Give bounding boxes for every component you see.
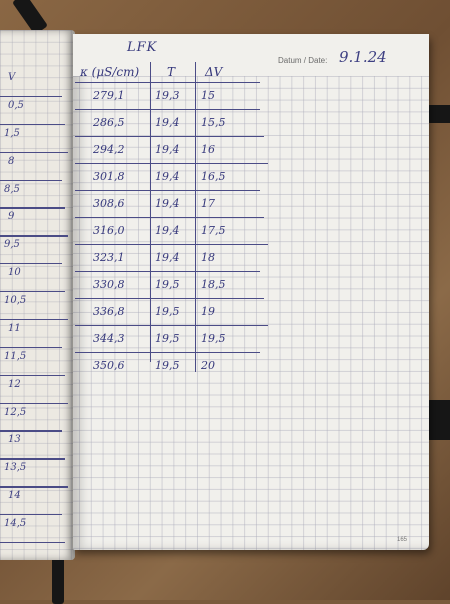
column-header-kappa: κ (μS/cm) <box>80 65 140 79</box>
column-divider-1 <box>150 62 152 362</box>
kappa-cell: 350,6 <box>93 359 125 372</box>
left-page-rule <box>0 486 68 488</box>
row-divider <box>75 298 264 300</box>
column-header-delta-v: ΔV <box>205 65 223 79</box>
column-header-temperature: T <box>167 65 176 79</box>
left-page-value: V <box>8 72 16 83</box>
left-page-rule <box>0 430 62 432</box>
row-divider <box>75 136 264 138</box>
delta-v-cell: 15 <box>201 89 215 102</box>
left-page-rule <box>0 263 62 265</box>
left-page-rule <box>0 318 68 321</box>
right-page: Datum / Date: 9.1.24 LFK κ (μS/cm) T ΔV … <box>73 34 429 550</box>
delta-v-cell: 18,5 <box>201 278 226 291</box>
kappa-cell: 344,3 <box>93 332 125 345</box>
left-page-value: 13,5 <box>4 462 27 474</box>
temperature-cell: 19,5 <box>155 278 180 291</box>
left-page-value: 9,5 <box>4 239 20 251</box>
header-underline <box>75 82 260 84</box>
elastic-band-top <box>428 105 450 123</box>
page-header: Datum / Date: 9.1.24 <box>73 34 429 76</box>
delta-v-cell: 17 <box>201 197 215 210</box>
temperature-cell: 19,5 <box>155 359 180 372</box>
temperature-cell: 19,4 <box>155 170 180 183</box>
kappa-cell: 330,8 <box>93 278 125 291</box>
temperature-cell: 19,5 <box>155 305 180 318</box>
left-page-rule <box>0 346 62 349</box>
left-page-rule <box>0 151 68 153</box>
delta-v-cell: 19 <box>201 305 215 318</box>
kappa-cell: 294,2 <box>93 143 125 156</box>
row-divider <box>75 244 268 246</box>
date-value: 9.1.24 <box>339 48 387 66</box>
sheet-title: LFK <box>127 40 158 55</box>
date-label: Datum / Date: <box>278 56 328 65</box>
left-page-rule <box>0 179 62 181</box>
row-divider <box>75 190 260 192</box>
left-page-rule <box>0 291 65 293</box>
left-page-value: 10 <box>8 267 21 279</box>
left-page-value: 8,5 <box>4 183 20 195</box>
row-divider <box>75 325 268 327</box>
left-page-value: 12 <box>8 378 21 390</box>
left-page-rule <box>0 235 68 237</box>
delta-v-cell: 18 <box>201 251 215 264</box>
temperature-cell: 19,4 <box>155 251 180 264</box>
kappa-cell: 308,6 <box>93 197 125 210</box>
temperature-cell: 19,4 <box>155 197 180 210</box>
page-number: 165 <box>396 537 407 543</box>
left-page-value: 9 <box>8 211 15 223</box>
left-page-value: 11 <box>8 322 21 334</box>
kappa-cell: 279,1 <box>93 89 125 102</box>
row-divider <box>75 271 260 273</box>
delta-v-cell: 15,5 <box>201 116 226 129</box>
row-divider <box>75 217 264 219</box>
left-page-value: 11,5 <box>4 350 27 362</box>
left-page-rule <box>0 402 68 404</box>
left-page-rule <box>0 374 65 376</box>
kappa-cell: 301,8 <box>93 170 125 183</box>
delta-v-cell: 17,5 <box>201 224 226 237</box>
elastic-band-bottom <box>428 400 450 440</box>
left-page-rule <box>0 95 62 98</box>
left-page-value: 13 <box>8 434 21 446</box>
left-page-rule <box>0 542 65 544</box>
left-page-rule <box>0 514 62 516</box>
left-page-value: 8 <box>8 155 15 167</box>
left-page-value: 12,5 <box>4 406 27 418</box>
delta-v-cell: 16 <box>201 143 215 156</box>
left-page-value: 14,5 <box>4 518 27 530</box>
left-page-value: 14 <box>8 490 21 502</box>
delta-v-cell: 20 <box>201 359 215 372</box>
delta-v-cell: 19,5 <box>201 332 226 345</box>
left-page-rule <box>0 123 65 126</box>
kappa-cell: 323,1 <box>93 251 125 264</box>
temperature-cell: 19,5 <box>155 332 180 345</box>
temperature-cell: 19,4 <box>155 116 180 129</box>
left-page: V 0,5 1,5 8 8,5 9 9,5 10 10,5 11 11,5 12 12,5 13 13,5 1… <box>0 30 75 560</box>
measurement-table: κ (μS/cm) T ΔV 279,1 19,3 15 286,5 19,4 15,5 2… <box>75 62 275 382</box>
left-page-value: 1,5 <box>4 127 20 139</box>
temperature-cell: 19,3 <box>155 89 180 102</box>
row-divider <box>75 109 260 111</box>
temperature-cell: 19,4 <box>155 143 180 156</box>
temperature-cell: 19,4 <box>155 224 180 237</box>
left-page-value: 0,5 <box>8 99 24 111</box>
kappa-cell: 286,5 <box>93 116 125 129</box>
row-divider <box>75 163 268 165</box>
left-page-value: 10,5 <box>4 295 27 307</box>
kappa-cell: 336,8 <box>93 305 125 318</box>
left-page-rule <box>0 458 65 460</box>
row-divider <box>75 352 260 354</box>
left-page-rule <box>0 207 65 209</box>
kappa-cell: 316,0 <box>93 224 125 237</box>
delta-v-cell: 16,5 <box>201 170 226 183</box>
